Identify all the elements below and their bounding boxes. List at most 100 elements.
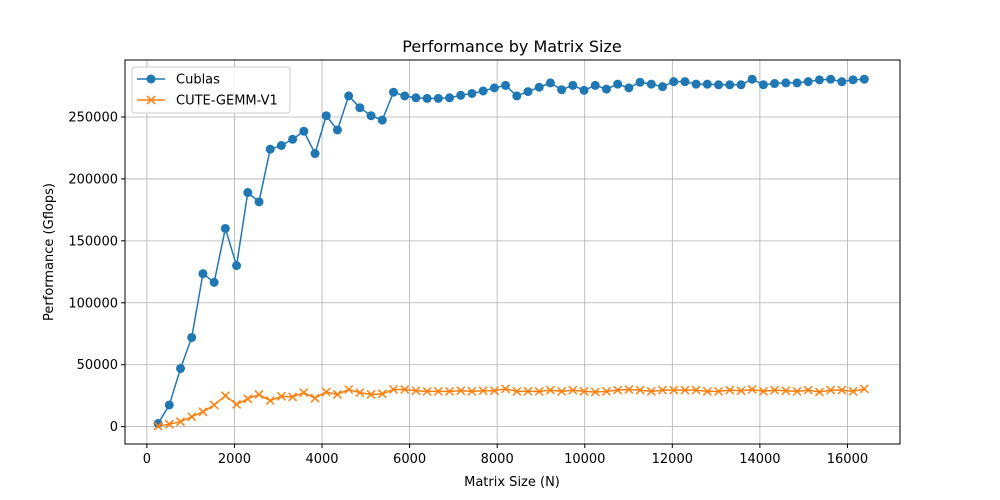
data-point (422, 93, 432, 103)
data-point (501, 80, 511, 90)
data-point (758, 386, 768, 396)
series (153, 74, 869, 431)
data-point (624, 83, 634, 93)
data-point (635, 385, 645, 395)
series-line (157, 388, 865, 427)
x-axis-label: Matrix Size (N) (464, 475, 560, 490)
y-tick-label: 200000 (68, 172, 118, 187)
data-point (232, 261, 242, 271)
data-point (411, 93, 421, 103)
data-point (254, 197, 264, 207)
x-tick-label: 2000 (218, 452, 251, 467)
y-axis-label: Performance (Gflops) (42, 183, 57, 321)
data-point (557, 85, 567, 95)
data-point (220, 391, 230, 401)
plot-area (124, 59, 901, 445)
data-point (523, 386, 533, 396)
data-point (792, 386, 802, 396)
data-point (388, 384, 399, 395)
data-point (758, 80, 768, 90)
data-point (411, 386, 421, 396)
data-point (613, 79, 623, 89)
data-point (344, 91, 354, 101)
data-point (310, 149, 320, 159)
series-cublas (153, 74, 869, 429)
x-tick-label: 14000 (739, 452, 780, 467)
data-point (747, 74, 757, 84)
data-point (232, 399, 242, 409)
data-point (590, 80, 600, 90)
data-point (355, 103, 365, 113)
data-point (568, 80, 578, 90)
data-point (613, 385, 623, 395)
x-tick-label: 4000 (305, 452, 338, 467)
data-point (534, 386, 544, 396)
data-point (736, 386, 746, 396)
legend-box (131, 66, 291, 114)
data-point (646, 386, 656, 396)
data-point (848, 386, 858, 396)
data-point (601, 386, 611, 396)
data-point (467, 88, 477, 98)
data-point (489, 83, 499, 93)
data-point (422, 386, 432, 396)
data-point (456, 90, 466, 100)
data-point (501, 384, 511, 394)
legend: Cublas CUTE-GEMM-V1 (131, 66, 291, 114)
x-tick-label: 0 (143, 452, 151, 467)
data-point (175, 417, 186, 427)
data-point (366, 389, 376, 399)
x-tick-label: 10000 (564, 452, 605, 467)
data-point (400, 91, 410, 101)
x-tick-label: 12000 (652, 452, 693, 467)
data-point (814, 75, 824, 85)
data-point (489, 386, 499, 396)
data-point (781, 386, 791, 396)
data-point (646, 79, 656, 89)
data-point (332, 125, 342, 135)
data-point (220, 223, 230, 233)
data-point (478, 86, 488, 96)
data-point (770, 79, 780, 89)
data-point (848, 75, 858, 85)
data-point (445, 93, 455, 103)
data-point (377, 389, 387, 399)
data-point (243, 188, 253, 198)
axis-ticks: 0 2000 4000 6000 8000 10000 12000 14000 16000 0 50… (68, 110, 868, 467)
data-point (321, 111, 331, 121)
data-point (792, 78, 802, 88)
data-point (433, 386, 443, 396)
chart-title: Performance by Matrix Size (402, 37, 622, 56)
series-line (157, 78, 865, 424)
data-point (299, 126, 309, 136)
data-point (669, 385, 679, 395)
legend-marker (146, 95, 156, 105)
data-point (814, 387, 824, 397)
data-point (859, 74, 869, 84)
data-point (198, 269, 208, 279)
data-point (254, 389, 264, 399)
data-point (445, 386, 455, 396)
data-point (680, 77, 690, 87)
y-tick-label: 150000 (68, 234, 118, 249)
y-tick-label: 250000 (68, 110, 118, 125)
data-point (557, 386, 567, 396)
data-point (590, 387, 600, 397)
data-point (310, 393, 320, 403)
data-point (198, 407, 208, 417)
data-point (658, 82, 668, 92)
data-point (209, 400, 219, 410)
y-tick-label: 50000 (77, 358, 118, 373)
data-point (176, 363, 186, 373)
legend-marker (146, 74, 156, 84)
data-point (545, 78, 555, 88)
x-tick-label: 6000 (393, 452, 426, 467)
legend-label: Cublas (176, 73, 220, 88)
data-point (209, 277, 219, 287)
data-point (377, 115, 387, 125)
data-point (669, 77, 679, 87)
data-point (523, 87, 533, 97)
legend-label: CUTE-GEMM-V1 (176, 94, 278, 109)
data-point (288, 392, 298, 402)
